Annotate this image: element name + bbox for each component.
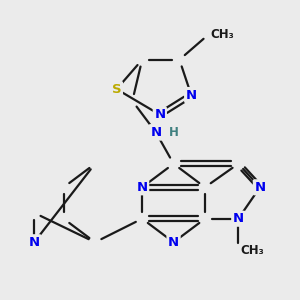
Text: N: N	[150, 126, 161, 139]
Text: N: N	[28, 236, 40, 249]
Text: N: N	[168, 236, 179, 249]
Text: N: N	[254, 181, 266, 194]
Text: N: N	[186, 88, 197, 101]
Text: N: N	[154, 108, 165, 121]
Text: CH₃: CH₃	[240, 244, 264, 256]
Text: N: N	[136, 181, 148, 194]
Text: S: S	[112, 82, 122, 96]
Text: CH₃: CH₃	[211, 28, 235, 41]
Text: H: H	[169, 126, 178, 139]
Text: N: N	[150, 126, 161, 139]
Text: N: N	[233, 212, 244, 225]
